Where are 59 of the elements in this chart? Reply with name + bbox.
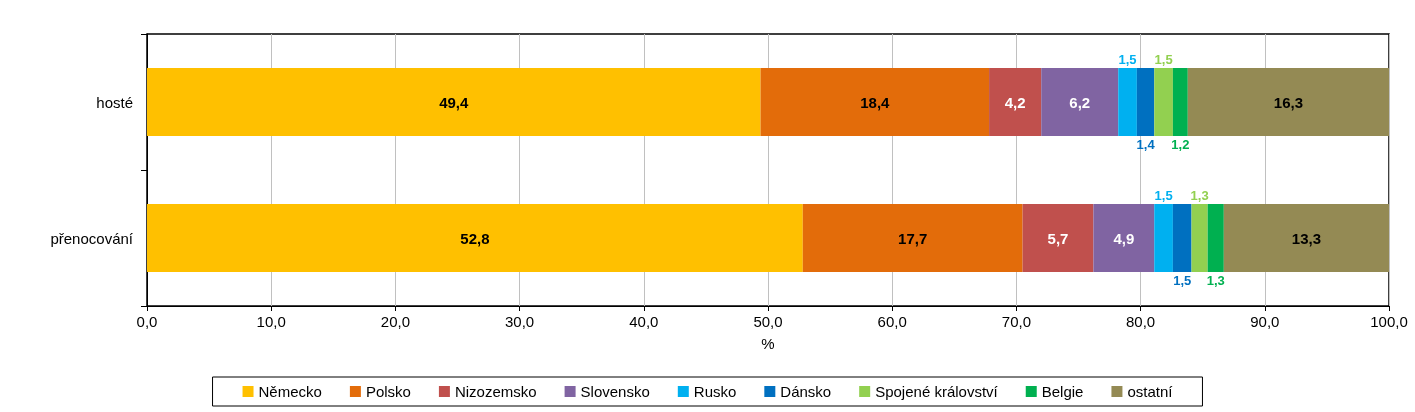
bar [1041,68,1119,136]
data-label: 4,2 [1004,93,1026,111]
data-label: 1,5 [1154,52,1173,67]
data-label: 1,5 [1154,188,1173,203]
bar [1118,68,1137,136]
data-label: 1,3 [1206,273,1225,288]
bar [1093,204,1155,272]
legend-label: Spojené království [875,383,999,400]
y-tick-label: hosté [96,93,133,111]
bar [989,68,1042,136]
data-label: 52,8 [460,229,490,247]
data-label: 1,2 [1171,137,1190,152]
x-tick-label: 60,0 [877,313,907,330]
data-label: 13,3 [1291,229,1322,247]
legend-label: Belgie [1041,383,1084,400]
data-label: 4,9 [1113,229,1135,247]
legend-label: ostatní [1127,383,1174,400]
x-tick-label: 30,0 [505,313,535,330]
x-tick-label: 10,0 [256,313,286,330]
bar [1223,204,1389,272]
bar [1022,204,1094,272]
x-tick-label: 40,0 [629,313,659,330]
x-tick-label: 100,0 [1370,313,1408,330]
x-tick-label: 80,0 [1126,313,1156,330]
bar [1172,204,1192,272]
data-label: 16,3 [1273,93,1303,111]
data-label: 18,4 [860,93,891,111]
bar [147,204,803,272]
legend-label: Nizozemsko [454,383,537,400]
data-label: 5,7 [1047,229,1069,247]
bar [760,68,990,136]
data-label: 1,3 [1190,188,1209,203]
bar [1172,68,1188,136]
bar [1136,68,1155,136]
data-label: 6,2 [1069,93,1091,111]
bar [802,204,1023,272]
legend-label: Německo [258,383,322,400]
bar [1207,204,1224,272]
x-tick-label: 20,0 [380,313,410,330]
bar [1191,204,1208,272]
legend-label: Slovensko [580,383,650,400]
x-axis-title: % [761,335,775,352]
x-tick-label: 90,0 [1250,313,1280,330]
data-label: 49,4 [439,93,470,111]
bar [1187,68,1389,136]
y-tick-label: přenocování [50,229,134,247]
x-tick-label: 70,0 [1001,313,1031,330]
bar [1154,204,1173,272]
data-label: 1,5 [1118,52,1137,67]
x-tick-label: 0,0 [136,313,158,330]
bar [1154,68,1173,136]
bar [147,68,761,136]
legend-label: Rusko [693,383,737,400]
data-label: 17,7 [898,229,928,247]
legend-label: Dánsko [780,383,832,400]
data-label: 1,4 [1136,137,1156,152]
x-tick-label: 50,0 [753,313,783,330]
data-label: 1,5 [1173,273,1192,288]
legend-label: Polsko [365,383,411,400]
